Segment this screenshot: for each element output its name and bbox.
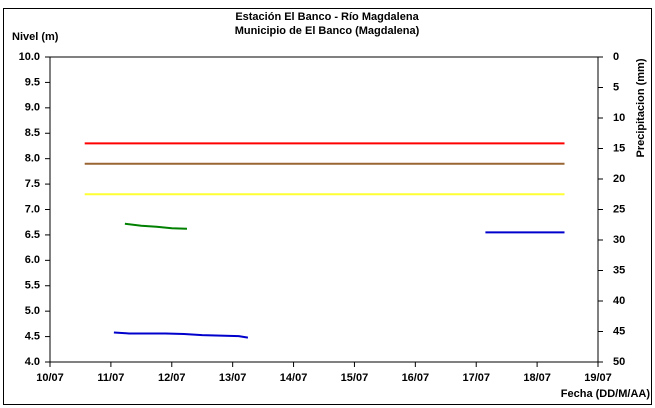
y2-tick-label: 35 [613, 264, 625, 276]
x-tick-label: 13/07 [219, 372, 247, 384]
chart-subtitle: Municipio de El Banco (Magdalena) [235, 25, 420, 37]
y2-axis-label: Precipitacion (mm) [635, 58, 647, 157]
x-tick-label: 19/07 [584, 372, 612, 384]
y-tick-label: 5.5 [25, 280, 40, 292]
x-axis-label: Fecha (DD/M/AA) [561, 388, 651, 400]
x-tick-label: 16/07 [402, 372, 430, 384]
y-tick-label: 8.5 [25, 127, 40, 139]
y-tick-label: 4.0 [25, 356, 40, 368]
y2-tick-label: 10 [613, 112, 625, 124]
y-tick-label: 6.5 [25, 229, 40, 241]
y-tick-label: 7.5 [25, 178, 40, 190]
y2-tick-label: 45 [613, 325, 625, 337]
x-tick-label: 14/07 [280, 372, 308, 384]
y2-tick-label: 25 [613, 203, 625, 215]
chart-frame [3, 8, 652, 405]
y-tick-label: 4.5 [25, 330, 40, 342]
y-tick-label: 9.0 [25, 102, 40, 114]
x-tick-label: 17/07 [462, 372, 490, 384]
y-axis-label: Nivel (m) [12, 31, 59, 43]
x-tick-label: 12/07 [158, 372, 186, 384]
y-tick-label: 7.0 [25, 203, 40, 215]
y-tick-label: 8.0 [25, 153, 40, 165]
y2-tick-label: 0 [613, 51, 619, 63]
y2-tick-label: 15 [613, 142, 625, 154]
series-line [124, 222, 188, 230]
x-tick-label: 10/07 [36, 372, 64, 384]
y2-tick-label: 40 [613, 295, 625, 307]
y2-tick-label: 30 [613, 234, 625, 246]
y2-tick-label: 20 [613, 173, 625, 185]
y-tick-label: 9.5 [25, 76, 40, 88]
y2-tick-label: 5 [613, 81, 619, 93]
y2-tick-label: 50 [613, 356, 625, 368]
x-tick-label: 15/07 [341, 372, 369, 384]
series-line [113, 331, 249, 339]
y-tick-label: 6.0 [25, 254, 40, 266]
x-tick-label: 11/07 [97, 372, 124, 384]
y-tick-label: 10.0 [19, 51, 40, 63]
chart-title: Estación El Banco - Río Magdalena [235, 11, 419, 23]
x-tick-label: 18/07 [523, 372, 551, 384]
y-tick-label: 5.0 [25, 305, 40, 317]
